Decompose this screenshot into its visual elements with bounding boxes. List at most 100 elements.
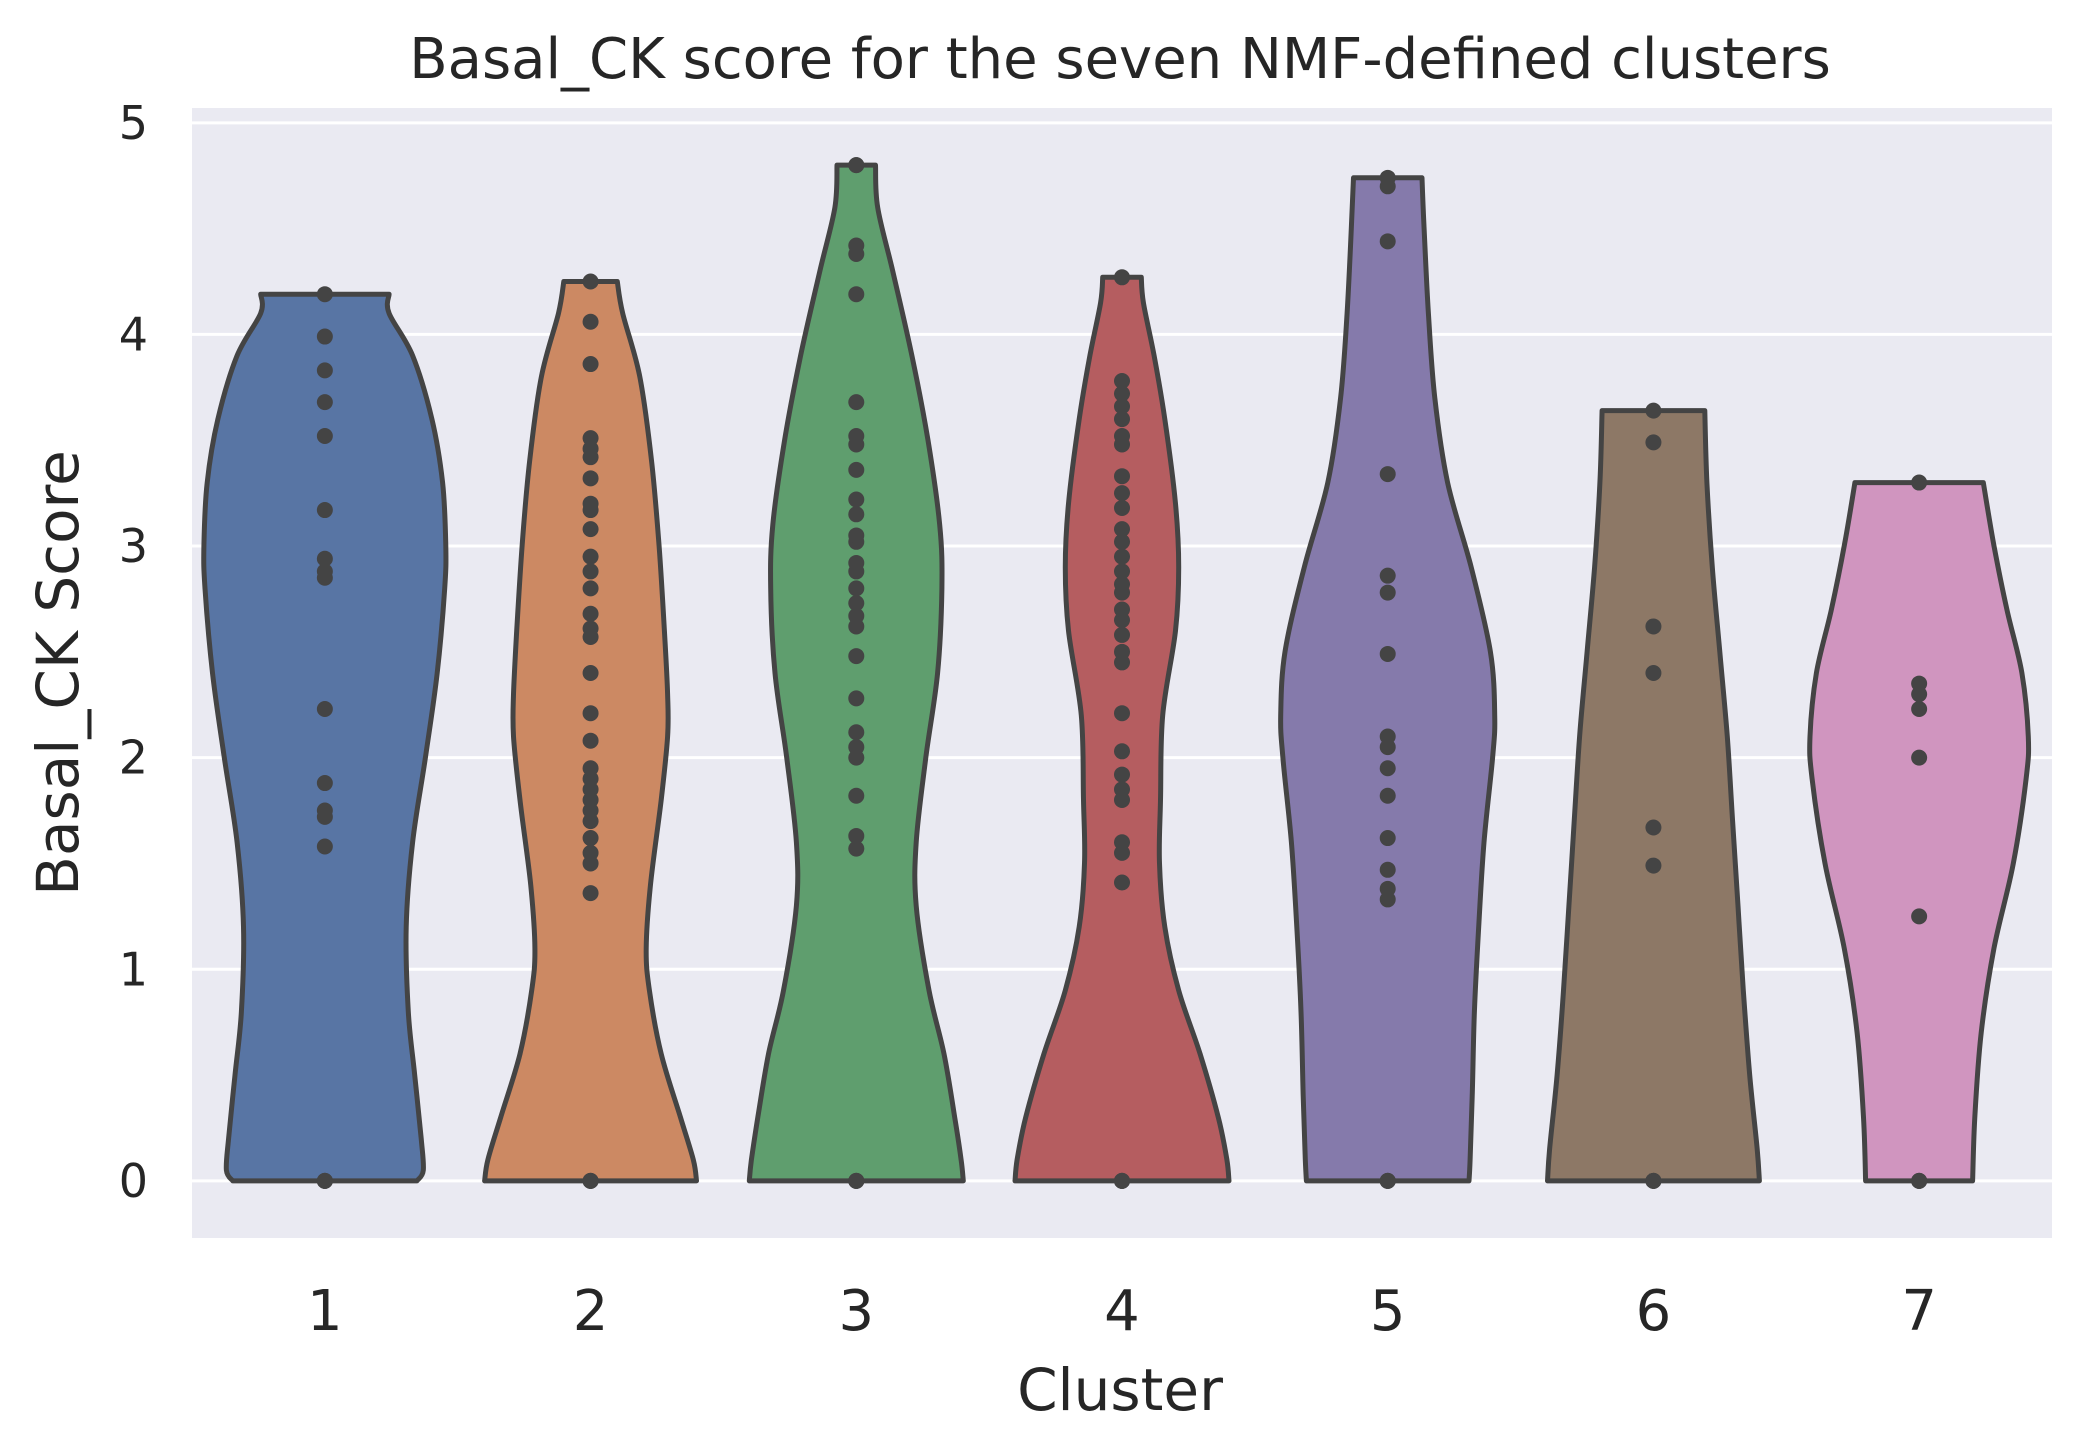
point-cluster-2-17 [582,620,599,637]
x-tick-4: 4 [1104,1279,1140,1344]
point-cluster-3-20 [848,491,865,508]
x-tick-1: 1 [307,1279,343,1344]
points-cluster-7 [1911,474,1928,1189]
point-cluster-4-20 [1114,533,1130,550]
point-cluster-4-23 [1114,485,1130,502]
point-cluster-2-18 [582,605,599,622]
point-cluster-5-13 [1379,567,1396,584]
point-cluster-3-4 [848,827,865,844]
point-cluster-1-13 [316,394,333,411]
point-cluster-3-5 [848,787,865,804]
point-cluster-2-14 [582,705,599,722]
point-cluster-5-17 [1379,169,1396,186]
point-cluster-4-27 [1114,411,1130,428]
point-cluster-3-14 [848,580,865,597]
violin-cluster-6 [1545,408,1762,1184]
violin-cluster-7 [1807,480,2032,1184]
point-cluster-2-25 [582,470,599,487]
point-cluster-2-30 [582,313,599,330]
point-cluster-4-24 [1114,468,1130,485]
point-cluster-2-31 [582,273,599,290]
point-cluster-2-3 [582,885,599,902]
x-tick-6: 6 [1636,1279,1672,1344]
point-cluster-2-2 [582,1172,599,1189]
point-cluster-3-10 [848,648,865,665]
point-cluster-5-5 [1379,861,1396,878]
point-cluster-1-11 [316,502,333,519]
point-cluster-2-13 [582,732,599,749]
point-cluster-1-3 [316,838,333,855]
point-cluster-5-14 [1379,466,1396,483]
point-cluster-4-8 [1114,766,1130,783]
point-cluster-5-12 [1379,584,1396,601]
point-cluster-2-21 [582,548,599,565]
point-cluster-6-8 [1645,402,1662,419]
point-cluster-3-21 [848,461,865,478]
point-cluster-1-9 [316,563,333,580]
point-cluster-4-18 [1114,563,1130,580]
point-cluster-1-10 [316,550,333,567]
point-cluster-4-17 [1114,576,1130,593]
point-cluster-7-5 [1911,700,1928,717]
point-cluster-2-19 [582,580,599,597]
y-axis-label: Basal_CK Score [24,450,92,896]
point-cluster-3-24 [848,394,865,411]
chart-title: Basal_CK score for the seven NMF-defined… [409,27,1831,92]
violin-cluster-1 [201,291,449,1184]
point-cluster-2-5 [582,844,599,861]
point-cluster-3-16 [848,554,865,571]
point-cluster-6-3 [1645,857,1662,874]
point-cluster-7-3 [1911,908,1928,925]
point-cluster-1-7 [316,700,333,717]
point-cluster-1-12 [316,427,333,444]
point-cluster-2-12 [582,760,599,777]
x-tick-3: 3 [838,1279,874,1344]
points-cluster-2 [582,273,599,1189]
point-cluster-7-8 [1911,474,1928,491]
points-cluster-4 [1114,269,1130,1189]
point-cluster-5-6 [1379,830,1396,847]
point-cluster-3-3 [848,840,865,857]
point-cluster-2-24 [582,495,599,512]
y-tick-1: 1 [119,942,148,996]
point-cluster-6-5 [1645,665,1662,681]
y-tick-2: 2 [119,731,148,785]
point-cluster-4-15 [1114,601,1130,618]
point-cluster-4-3 [1114,874,1130,891]
point-cluster-5-8 [1379,760,1396,777]
violins [201,162,2032,1184]
point-cluster-1-16 [316,286,333,303]
point-cluster-1-2 [316,1172,333,1189]
points-cluster-1 [316,286,333,1189]
point-cluster-3-2 [848,1172,865,1189]
point-cluster-4-30 [1114,372,1130,389]
point-cluster-5-4 [1379,880,1396,897]
point-cluster-1-14 [316,362,333,379]
data-points [316,157,1928,1189]
point-cluster-4-10 [1114,705,1130,722]
point-cluster-3-12 [848,607,865,624]
point-cluster-4-28 [1114,398,1130,415]
points-cluster-3 [848,157,865,1189]
point-cluster-3-19 [848,506,865,523]
points-cluster-6 [1645,402,1662,1189]
point-cluster-4-12 [1114,643,1130,660]
point-cluster-2-29 [582,356,599,373]
point-cluster-3-8 [848,724,865,741]
violin-cluster-4 [1012,274,1232,1184]
point-cluster-6-7 [1645,434,1662,451]
x-tick-2: 2 [573,1279,609,1344]
y-tick-labels: 0 1 2 3 4 5 [119,96,148,1208]
x-tick-labels: 1 2 3 4 5 6 7 [307,1279,1937,1344]
point-cluster-4-2 [1114,1172,1130,1189]
point-cluster-3-9 [848,690,865,707]
point-cluster-4-7 [1114,781,1130,798]
point-cluster-4-22 [1114,499,1130,516]
point-cluster-6-6 [1645,618,1662,635]
point-cluster-3-27 [848,237,865,254]
point-cluster-5-11 [1379,645,1396,662]
point-cluster-5-2 [1379,1172,1396,1189]
point-cluster-2-28 [582,430,599,447]
point-cluster-4-29 [1114,385,1130,402]
